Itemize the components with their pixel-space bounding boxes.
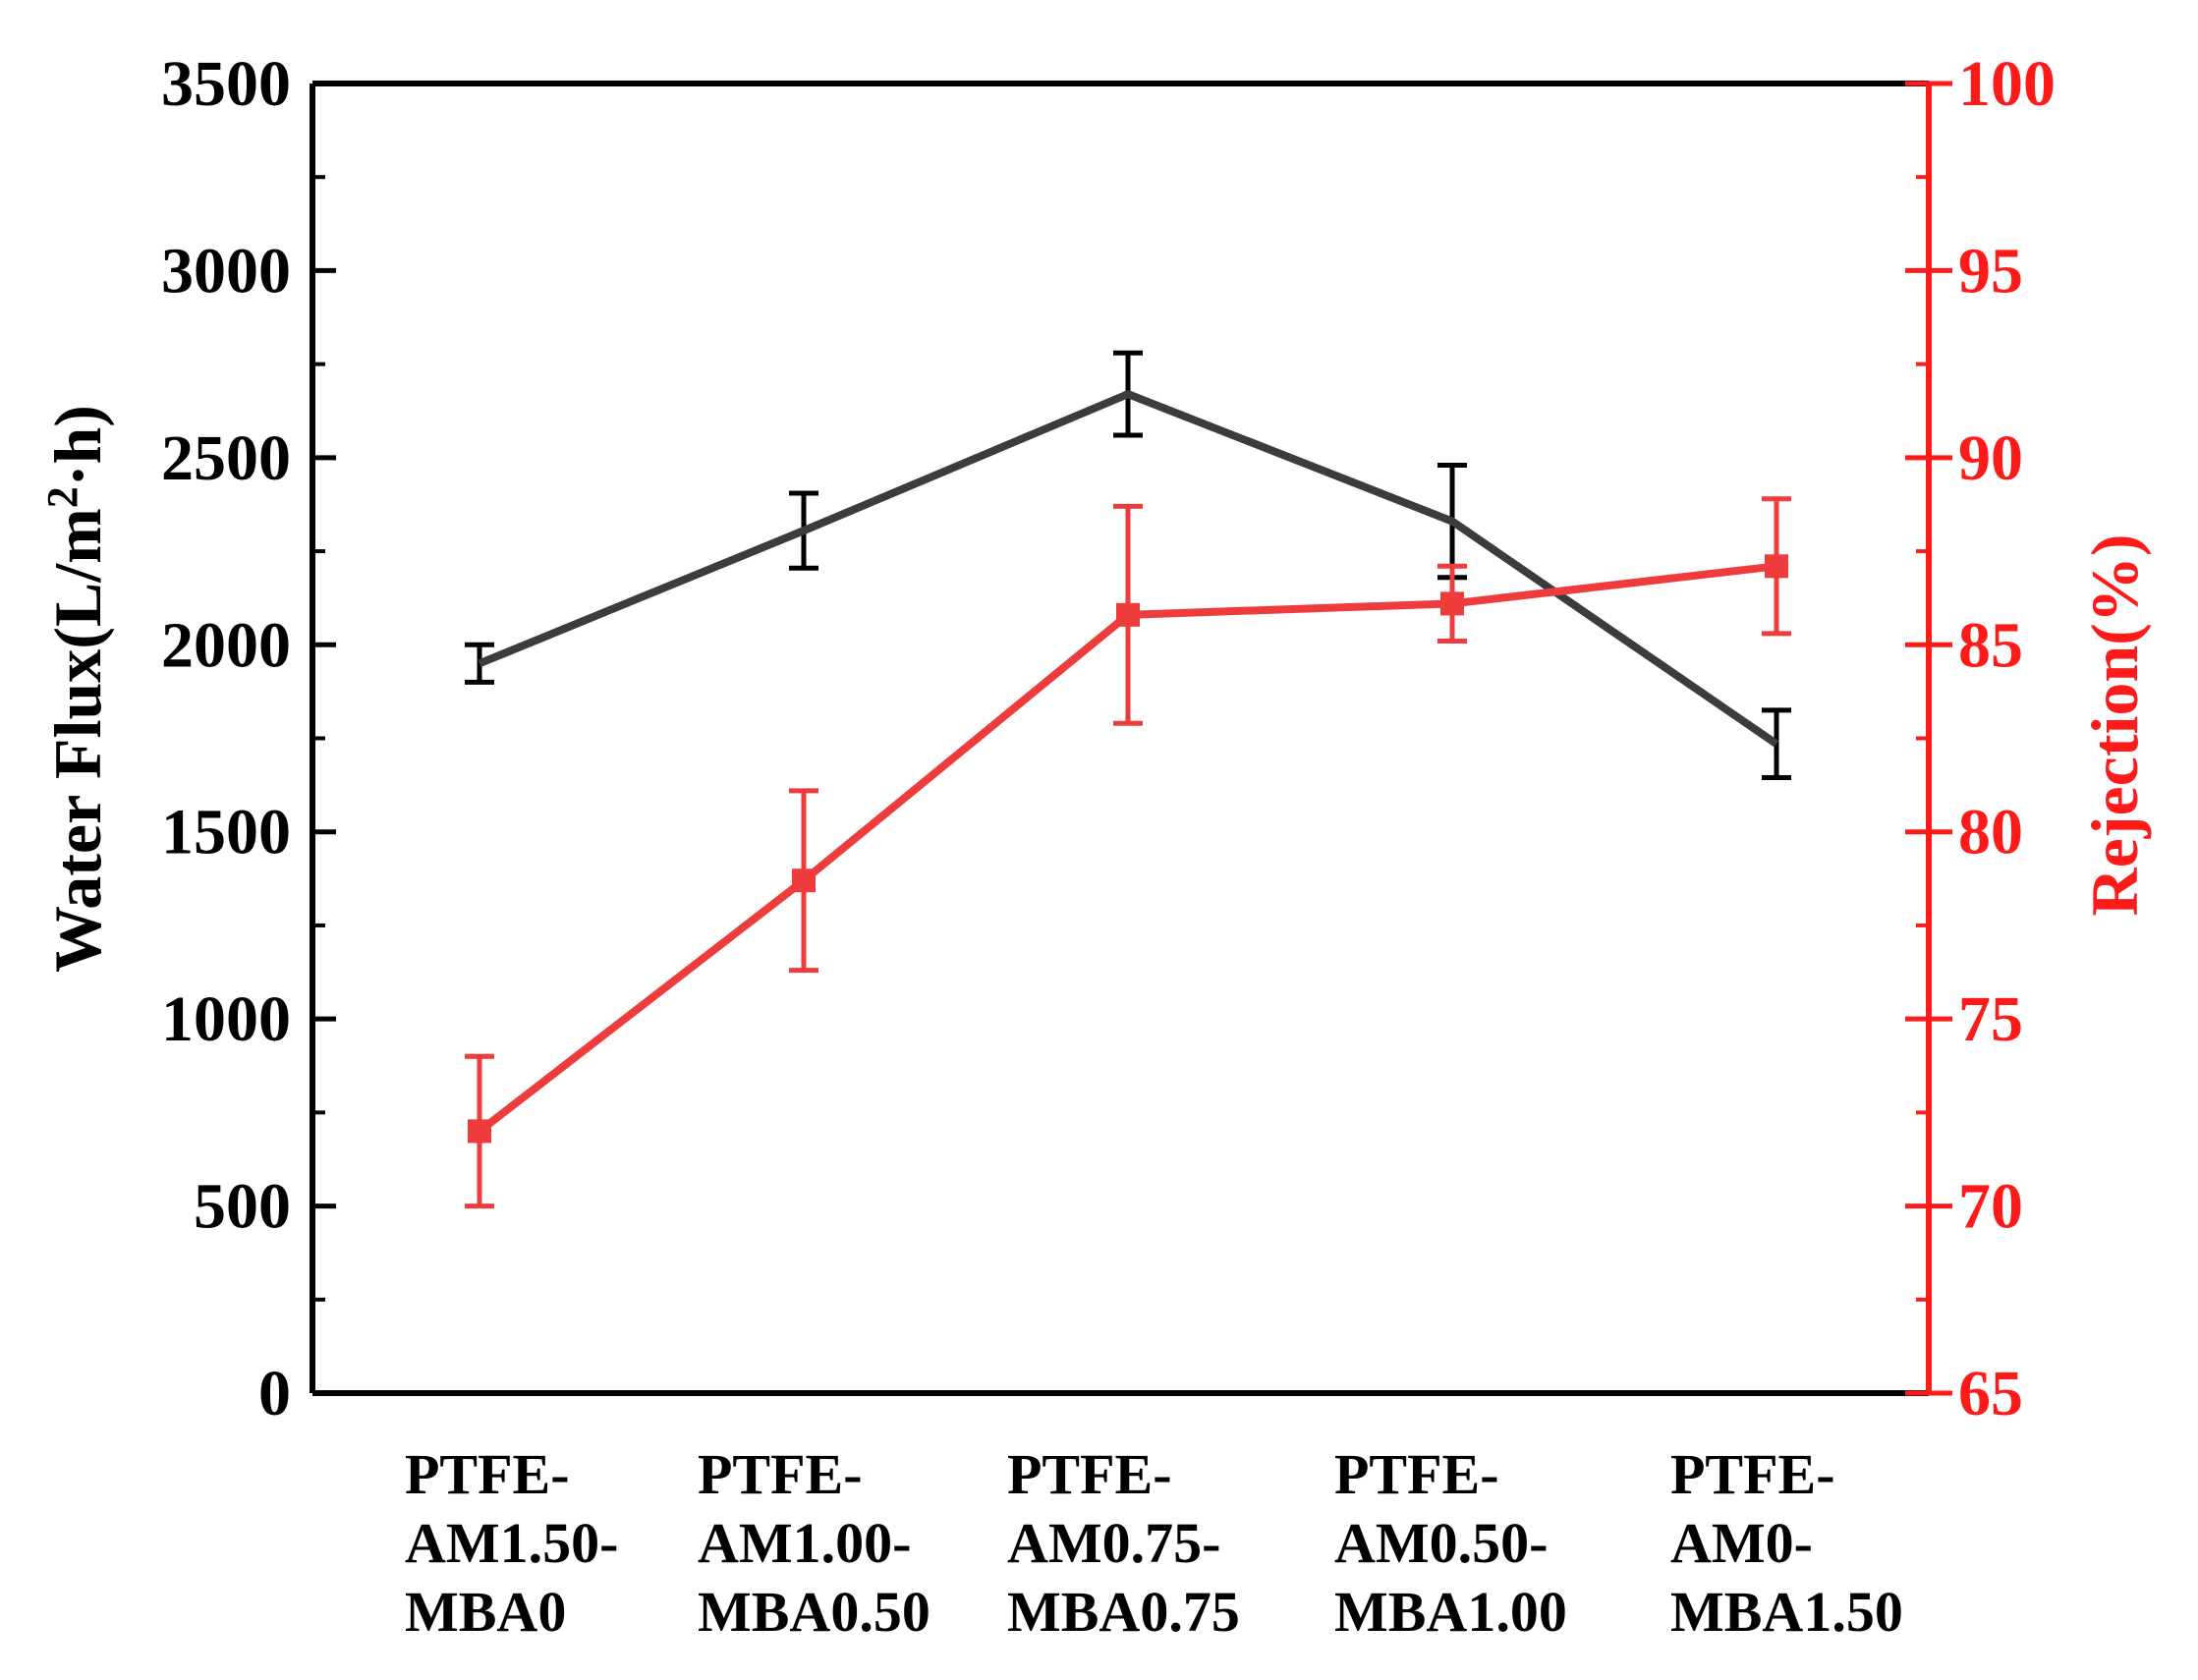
left-axis-title-sup: 2 — [38, 486, 86, 508]
plot-area — [312, 81, 1929, 1396]
data-point — [468, 1119, 491, 1144]
left-tick-label: 1500 — [161, 797, 291, 868]
right-tick-label: 75 — [1958, 983, 2023, 1055]
right-tick-label: 85 — [1958, 609, 2023, 681]
series-layer — [465, 350, 1791, 1209]
x-category-label: PTFE-AM0.50-MBA1.00 — [1334, 1442, 1567, 1644]
right-tick-label: 65 — [1958, 1358, 2023, 1429]
right-tick-label: 95 — [1958, 235, 2023, 307]
data-point — [1765, 554, 1788, 579]
left-axis-title: Water Flux(L/m2·h) — [38, 405, 116, 973]
left-axis-title-tail: ·h) — [40, 405, 115, 486]
right-tick-label: 90 — [1958, 422, 2023, 494]
data-point — [1116, 602, 1140, 627]
right-tick-label: 70 — [1958, 1171, 2023, 1243]
x-category-label: PTFE-AM1.50-MBA0 — [405, 1442, 618, 1644]
right-tick-label: 80 — [1958, 797, 2023, 868]
series-water-flux — [465, 350, 1791, 780]
right-axis-title: Rejection(%) — [2077, 534, 2152, 917]
left-tick-label: 2500 — [161, 422, 291, 494]
left-tick-label: 3500 — [161, 48, 291, 120]
x-category-label: PTFE-AM0.75-MBA0.75 — [1007, 1442, 1240, 1644]
right-tick-label: 100 — [1958, 48, 2056, 120]
error-bar — [1762, 707, 1791, 780]
left-tick-label: 1000 — [161, 983, 291, 1055]
left-tick-label: 500 — [194, 1171, 291, 1243]
left-axis-title-main: Water Flux(L/m — [40, 508, 115, 973]
series-rejection — [465, 496, 1791, 1209]
left-tick-label: 0 — [258, 1358, 291, 1429]
right-y-axis: 65 70 75 80 85 90 95 100 — [1905, 48, 2056, 1429]
left-tick-label: 2000 — [161, 609, 291, 681]
series-line — [478, 390, 1779, 748]
x-axis-categories: PTFE-AM1.50-MBA0 PTFE-AM1.00-MBA0.50 PTFE-… — [405, 1442, 1903, 1644]
x-category-label: PTFE-AM0-MBA1.50 — [1670, 1442, 1903, 1644]
left-tick-label: 3000 — [161, 235, 291, 307]
left-y-axis: 0 500 1000 1500 2000 2500 3000 3500 — [161, 48, 336, 1429]
x-category-label: PTFE-AM1.00-MBA0.50 — [698, 1442, 930, 1644]
data-point — [1440, 591, 1464, 616]
data-point — [792, 868, 816, 893]
